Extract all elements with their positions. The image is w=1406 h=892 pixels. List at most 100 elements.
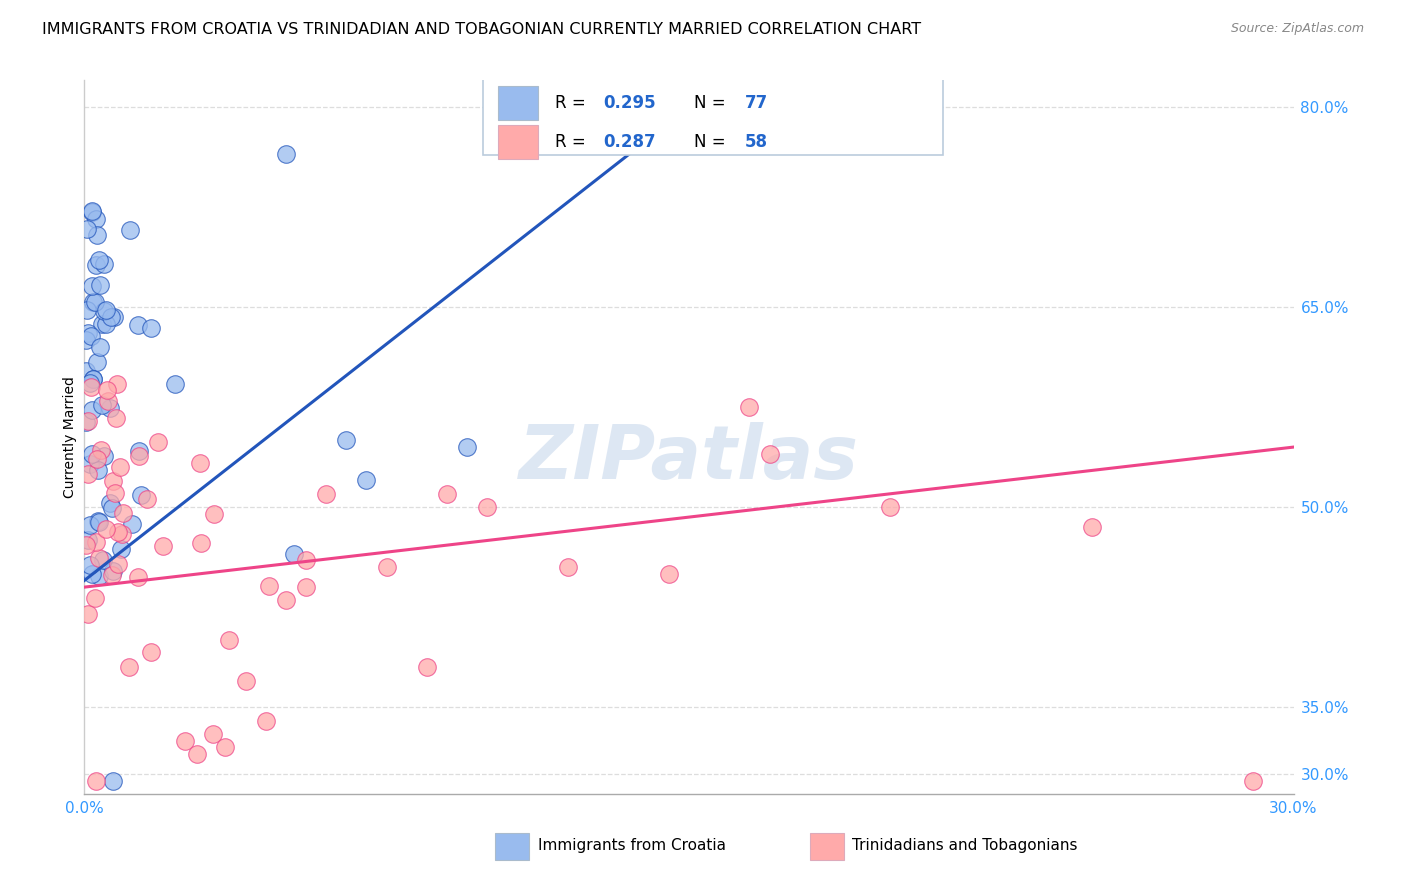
Point: [118, 222, 141, 236]
Text: Trinidadians and Tobagonians: Trinidadians and Tobagonians: [852, 838, 1077, 854]
FancyBboxPatch shape: [498, 87, 538, 120]
Point: [108, 459, 131, 474]
Text: Immigrants from Croatia: Immigrants from Croatia: [538, 838, 725, 854]
Point: [121, 516, 143, 531]
Point: [118, 659, 141, 673]
Point: [87, 514, 110, 528]
Point: [174, 733, 197, 747]
Point: [335, 434, 357, 448]
Point: [104, 411, 127, 425]
Point: [82, 204, 104, 219]
Point: [90, 442, 112, 457]
Point: [152, 539, 174, 553]
Point: [105, 376, 128, 391]
Point: [90, 398, 112, 412]
Point: [111, 506, 134, 520]
Point: [456, 440, 478, 454]
Text: 58: 58: [745, 133, 768, 151]
Point: [107, 557, 129, 571]
Point: [87, 569, 110, 583]
Point: [82, 566, 104, 581]
Point: [96, 522, 118, 536]
Point: [86, 773, 108, 788]
Point: [79, 329, 101, 343]
Text: 77: 77: [745, 95, 768, 112]
Point: [98, 401, 121, 416]
Point: [1081, 520, 1104, 534]
Point: [84, 591, 107, 606]
Point: [141, 644, 163, 658]
Point: [93, 553, 115, 567]
Point: [98, 496, 121, 510]
Point: [129, 488, 152, 502]
Point: [79, 376, 101, 390]
Point: [82, 204, 104, 219]
Point: [295, 553, 318, 567]
Point: [89, 551, 111, 566]
Point: [1241, 773, 1264, 788]
Point: [103, 310, 125, 325]
Point: [738, 400, 761, 414]
Point: [100, 501, 122, 516]
Point: [80, 380, 103, 394]
Point: [84, 212, 107, 227]
Point: [82, 372, 104, 386]
Point: [82, 372, 104, 386]
Point: [146, 434, 169, 449]
Text: 0.287: 0.287: [603, 133, 655, 151]
Point: [87, 252, 110, 267]
Point: [557, 560, 579, 574]
Point: [84, 295, 107, 310]
Point: [111, 527, 134, 541]
Text: ZIPatlas: ZIPatlas: [519, 422, 859, 495]
Point: [75, 538, 97, 552]
Point: [283, 547, 305, 561]
Point: [103, 474, 125, 488]
Point: [89, 340, 111, 354]
Point: [186, 747, 208, 761]
Point: [79, 558, 101, 572]
Point: [139, 320, 162, 334]
Point: [128, 449, 150, 463]
Point: [758, 447, 780, 461]
Point: [76, 302, 98, 317]
Point: [257, 579, 280, 593]
Point: [87, 463, 110, 477]
Point: [100, 310, 122, 325]
Point: [93, 449, 115, 463]
Point: [94, 303, 117, 318]
Point: [104, 486, 127, 500]
Point: [274, 146, 297, 161]
Text: 0.295: 0.295: [603, 95, 655, 112]
Point: [93, 256, 115, 270]
FancyBboxPatch shape: [810, 833, 844, 860]
Point: [135, 492, 157, 507]
Point: [82, 279, 104, 293]
Point: [101, 568, 124, 582]
Point: [127, 318, 149, 332]
Point: [96, 394, 118, 409]
FancyBboxPatch shape: [495, 833, 529, 860]
Point: [416, 660, 439, 674]
Point: [80, 403, 103, 417]
Point: [84, 535, 107, 549]
Point: [477, 500, 499, 515]
Point: [77, 414, 100, 428]
Point: [86, 355, 108, 369]
Point: [127, 569, 149, 583]
Point: [879, 500, 901, 515]
Point: [90, 317, 112, 331]
Point: [82, 294, 104, 309]
Point: [235, 673, 257, 688]
Text: IMMIGRANTS FROM CROATIA VS TRINIDADIAN AND TOBAGONIAN CURRENTLY MARRIED CORRELAT: IMMIGRANTS FROM CROATIA VS TRINIDADIAN A…: [42, 22, 921, 37]
Text: R =: R =: [555, 133, 591, 151]
Point: [94, 317, 117, 331]
Point: [110, 541, 132, 556]
Point: [202, 507, 225, 521]
Point: [96, 383, 118, 397]
Point: [89, 515, 111, 529]
Point: [436, 487, 458, 501]
Point: [76, 607, 98, 622]
FancyBboxPatch shape: [498, 125, 538, 159]
Point: [202, 727, 225, 741]
